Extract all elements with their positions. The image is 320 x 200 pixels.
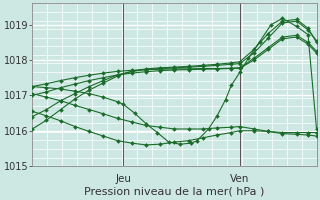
X-axis label: Pression niveau de la mer( hPa ): Pression niveau de la mer( hPa ): [84, 187, 265, 197]
